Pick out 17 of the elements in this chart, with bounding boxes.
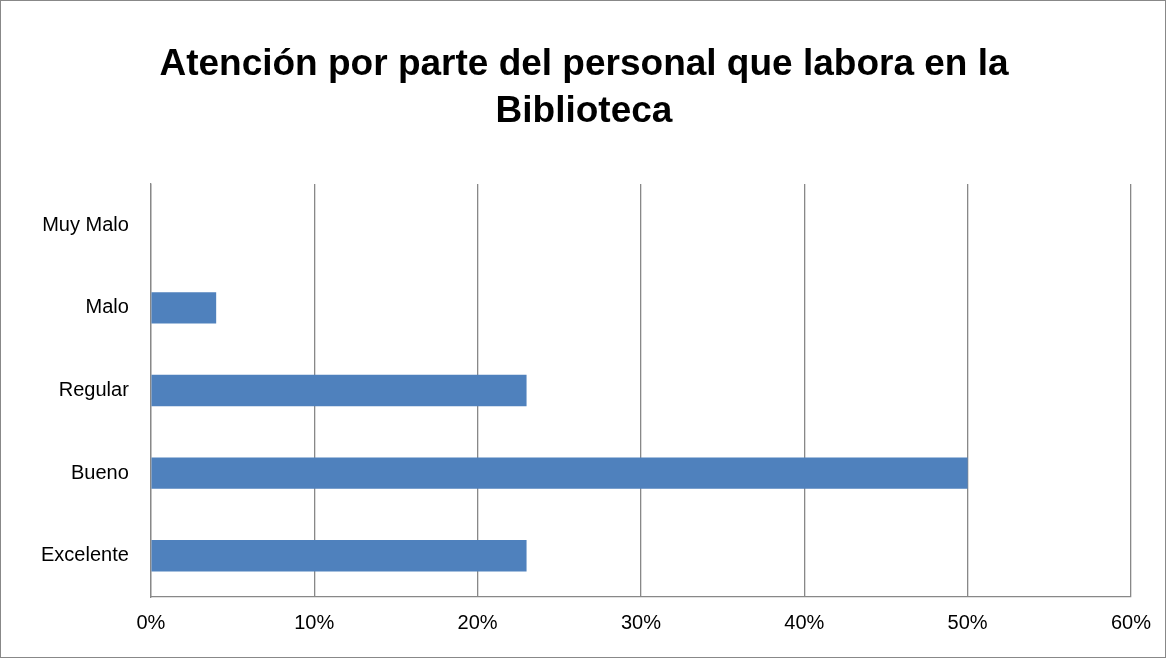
bar <box>151 540 527 572</box>
y-tick-label: Muy Malo <box>42 212 129 235</box>
y-tick-label: Regular <box>58 378 130 401</box>
x-tick-label: 0% <box>136 610 166 633</box>
x-tick-label: 60% <box>1110 610 1152 633</box>
y-tick-label: Malo <box>85 295 129 318</box>
chart-title: Atención por parte del personal que labora en la Biblioteca <box>158 41 1010 132</box>
y-tick-label: Excelente <box>40 543 129 566</box>
x-tick-label: 50% <box>947 610 988 633</box>
x-tick-label: 30% <box>620 610 662 633</box>
bar <box>151 292 217 324</box>
bar <box>151 457 968 489</box>
x-tick-label: 20% <box>457 610 498 633</box>
y-tick-label: Bueno <box>70 460 129 483</box>
x-tick-label: 10% <box>294 610 335 633</box>
x-tick-label: 40% <box>784 610 825 633</box>
bar <box>151 374 527 407</box>
